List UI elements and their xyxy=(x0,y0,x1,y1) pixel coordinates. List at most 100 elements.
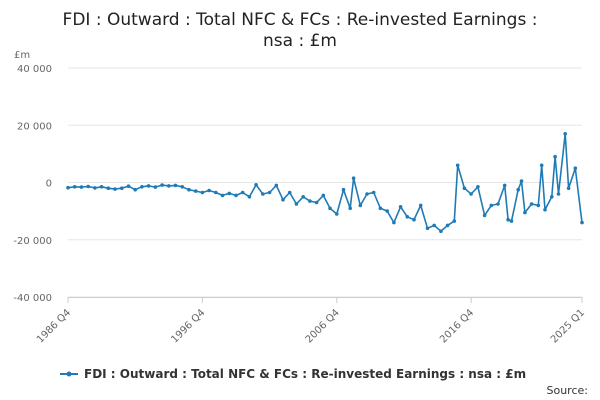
data-point[interactable] xyxy=(341,187,346,192)
y-tick-label: 20 000 xyxy=(17,121,52,132)
data-point[interactable] xyxy=(328,206,332,211)
data-point[interactable] xyxy=(539,163,544,168)
data-point[interactable] xyxy=(187,187,191,192)
data-point[interactable] xyxy=(452,219,457,223)
legend-label: FDI : Outward : Total NFC & FCs : Re-inv… xyxy=(84,367,526,381)
data-point[interactable] xyxy=(146,184,151,188)
data-point[interactable] xyxy=(227,191,232,196)
data-point[interactable] xyxy=(529,202,534,206)
data-point[interactable] xyxy=(140,185,144,189)
data-point[interactable] xyxy=(133,187,137,192)
data-point[interactable] xyxy=(489,203,494,208)
data-point[interactable] xyxy=(378,206,383,211)
data-point[interactable] xyxy=(274,183,279,188)
chart-title-line-1: FDI : Outward : Total NFC & FCs : Re-inv… xyxy=(63,10,538,30)
data-point[interactable] xyxy=(496,202,500,206)
x-tick-label: 1996 Q4 xyxy=(169,307,207,345)
data-point[interactable] xyxy=(553,154,557,159)
data-point[interactable] xyxy=(358,203,363,208)
y-axis-unit-label: £m xyxy=(14,50,30,61)
data-point[interactable] xyxy=(200,190,205,195)
data-point[interactable] xyxy=(563,132,567,136)
data-point[interactable] xyxy=(455,163,460,168)
data-point[interactable] xyxy=(445,223,450,228)
data-point[interactable] xyxy=(439,229,443,233)
data-point[interactable] xyxy=(72,185,77,189)
data-point[interactable] xyxy=(160,183,164,187)
data-point[interactable] xyxy=(351,176,356,180)
data-point[interactable] xyxy=(314,200,319,205)
data-point[interactable] xyxy=(126,184,131,188)
data-point[interactable] xyxy=(180,185,184,189)
data-point[interactable] xyxy=(106,186,111,190)
data-point[interactable] xyxy=(432,223,437,228)
data-point[interactable] xyxy=(405,215,410,219)
data-point[interactable] xyxy=(267,190,272,195)
data-point[interactable] xyxy=(348,206,353,211)
data-point[interactable] xyxy=(550,195,554,199)
data-point[interactable] xyxy=(580,220,584,225)
data-point[interactable] xyxy=(207,188,211,193)
data-point[interactable] xyxy=(120,186,124,190)
data-point[interactable] xyxy=(523,210,527,215)
data-point[interactable] xyxy=(412,217,416,222)
data-point[interactable] xyxy=(220,193,225,198)
series-group xyxy=(66,132,584,233)
data-point[interactable] xyxy=(482,213,487,218)
y-tick-label: -20 000 xyxy=(13,236,52,247)
legend[interactable]: FDI : Outward : Total NFC & FCs : Re-inv… xyxy=(60,367,526,381)
data-point[interactable] xyxy=(385,209,390,213)
data-point[interactable] xyxy=(308,199,312,203)
data-point[interactable] xyxy=(519,179,524,183)
x-axis: 1986 Q4 1996 Q4 2006 Q4 2016 Q4 2025 Q1 xyxy=(35,297,587,345)
data-point[interactable] xyxy=(469,192,473,196)
data-point[interactable] xyxy=(476,185,480,189)
data-point[interactable] xyxy=(294,202,299,206)
data-point[interactable] xyxy=(462,186,467,190)
data-point[interactable] xyxy=(214,190,218,195)
data-point[interactable] xyxy=(287,190,292,195)
y-axis-ticks: 40 000 20 000 0 -20 000 -40 000 xyxy=(13,64,52,304)
x-tick-label: 2025 Q1 xyxy=(549,307,587,345)
data-point[interactable] xyxy=(66,185,70,190)
data-point[interactable] xyxy=(502,183,507,188)
data-point[interactable] xyxy=(254,183,258,187)
data-point[interactable] xyxy=(301,195,306,199)
data-point[interactable] xyxy=(536,203,541,208)
data-point[interactable] xyxy=(573,166,578,170)
data-point[interactable] xyxy=(556,192,561,196)
data-point[interactable] xyxy=(418,203,423,208)
data-point[interactable] xyxy=(247,195,252,199)
data-point[interactable] xyxy=(193,189,198,193)
data-point[interactable] xyxy=(509,219,514,223)
data-point[interactable] xyxy=(173,183,178,188)
data-point[interactable] xyxy=(321,193,326,198)
data-point[interactable] xyxy=(234,193,238,198)
data-point[interactable] xyxy=(167,184,171,188)
data-point[interactable] xyxy=(371,190,376,195)
data-point[interactable] xyxy=(392,220,396,225)
data-point[interactable] xyxy=(79,185,84,189)
x-tick-label: 2016 Q4 xyxy=(438,307,476,345)
data-point[interactable] xyxy=(566,186,571,190)
data-point[interactable] xyxy=(86,184,90,189)
data-point[interactable] xyxy=(113,187,117,191)
data-point[interactable] xyxy=(281,197,285,202)
data-point[interactable] xyxy=(425,226,430,231)
data-point[interactable] xyxy=(335,212,339,216)
x-tick-label: 1986 Q4 xyxy=(35,307,73,345)
data-point[interactable] xyxy=(93,186,97,190)
chart-title-line-2: nsa : £m xyxy=(263,31,337,51)
data-point[interactable] xyxy=(153,185,158,189)
data-point[interactable] xyxy=(506,217,510,222)
source-label: Source: xyxy=(547,384,589,397)
data-point[interactable] xyxy=(516,187,520,192)
data-point[interactable] xyxy=(398,205,403,209)
data-point[interactable] xyxy=(365,192,369,196)
data-point[interactable] xyxy=(543,207,547,212)
data-point[interactable] xyxy=(99,185,104,189)
data-point[interactable] xyxy=(240,190,245,195)
data-point[interactable] xyxy=(261,192,265,196)
y-tick-label: 40 000 xyxy=(17,64,52,75)
